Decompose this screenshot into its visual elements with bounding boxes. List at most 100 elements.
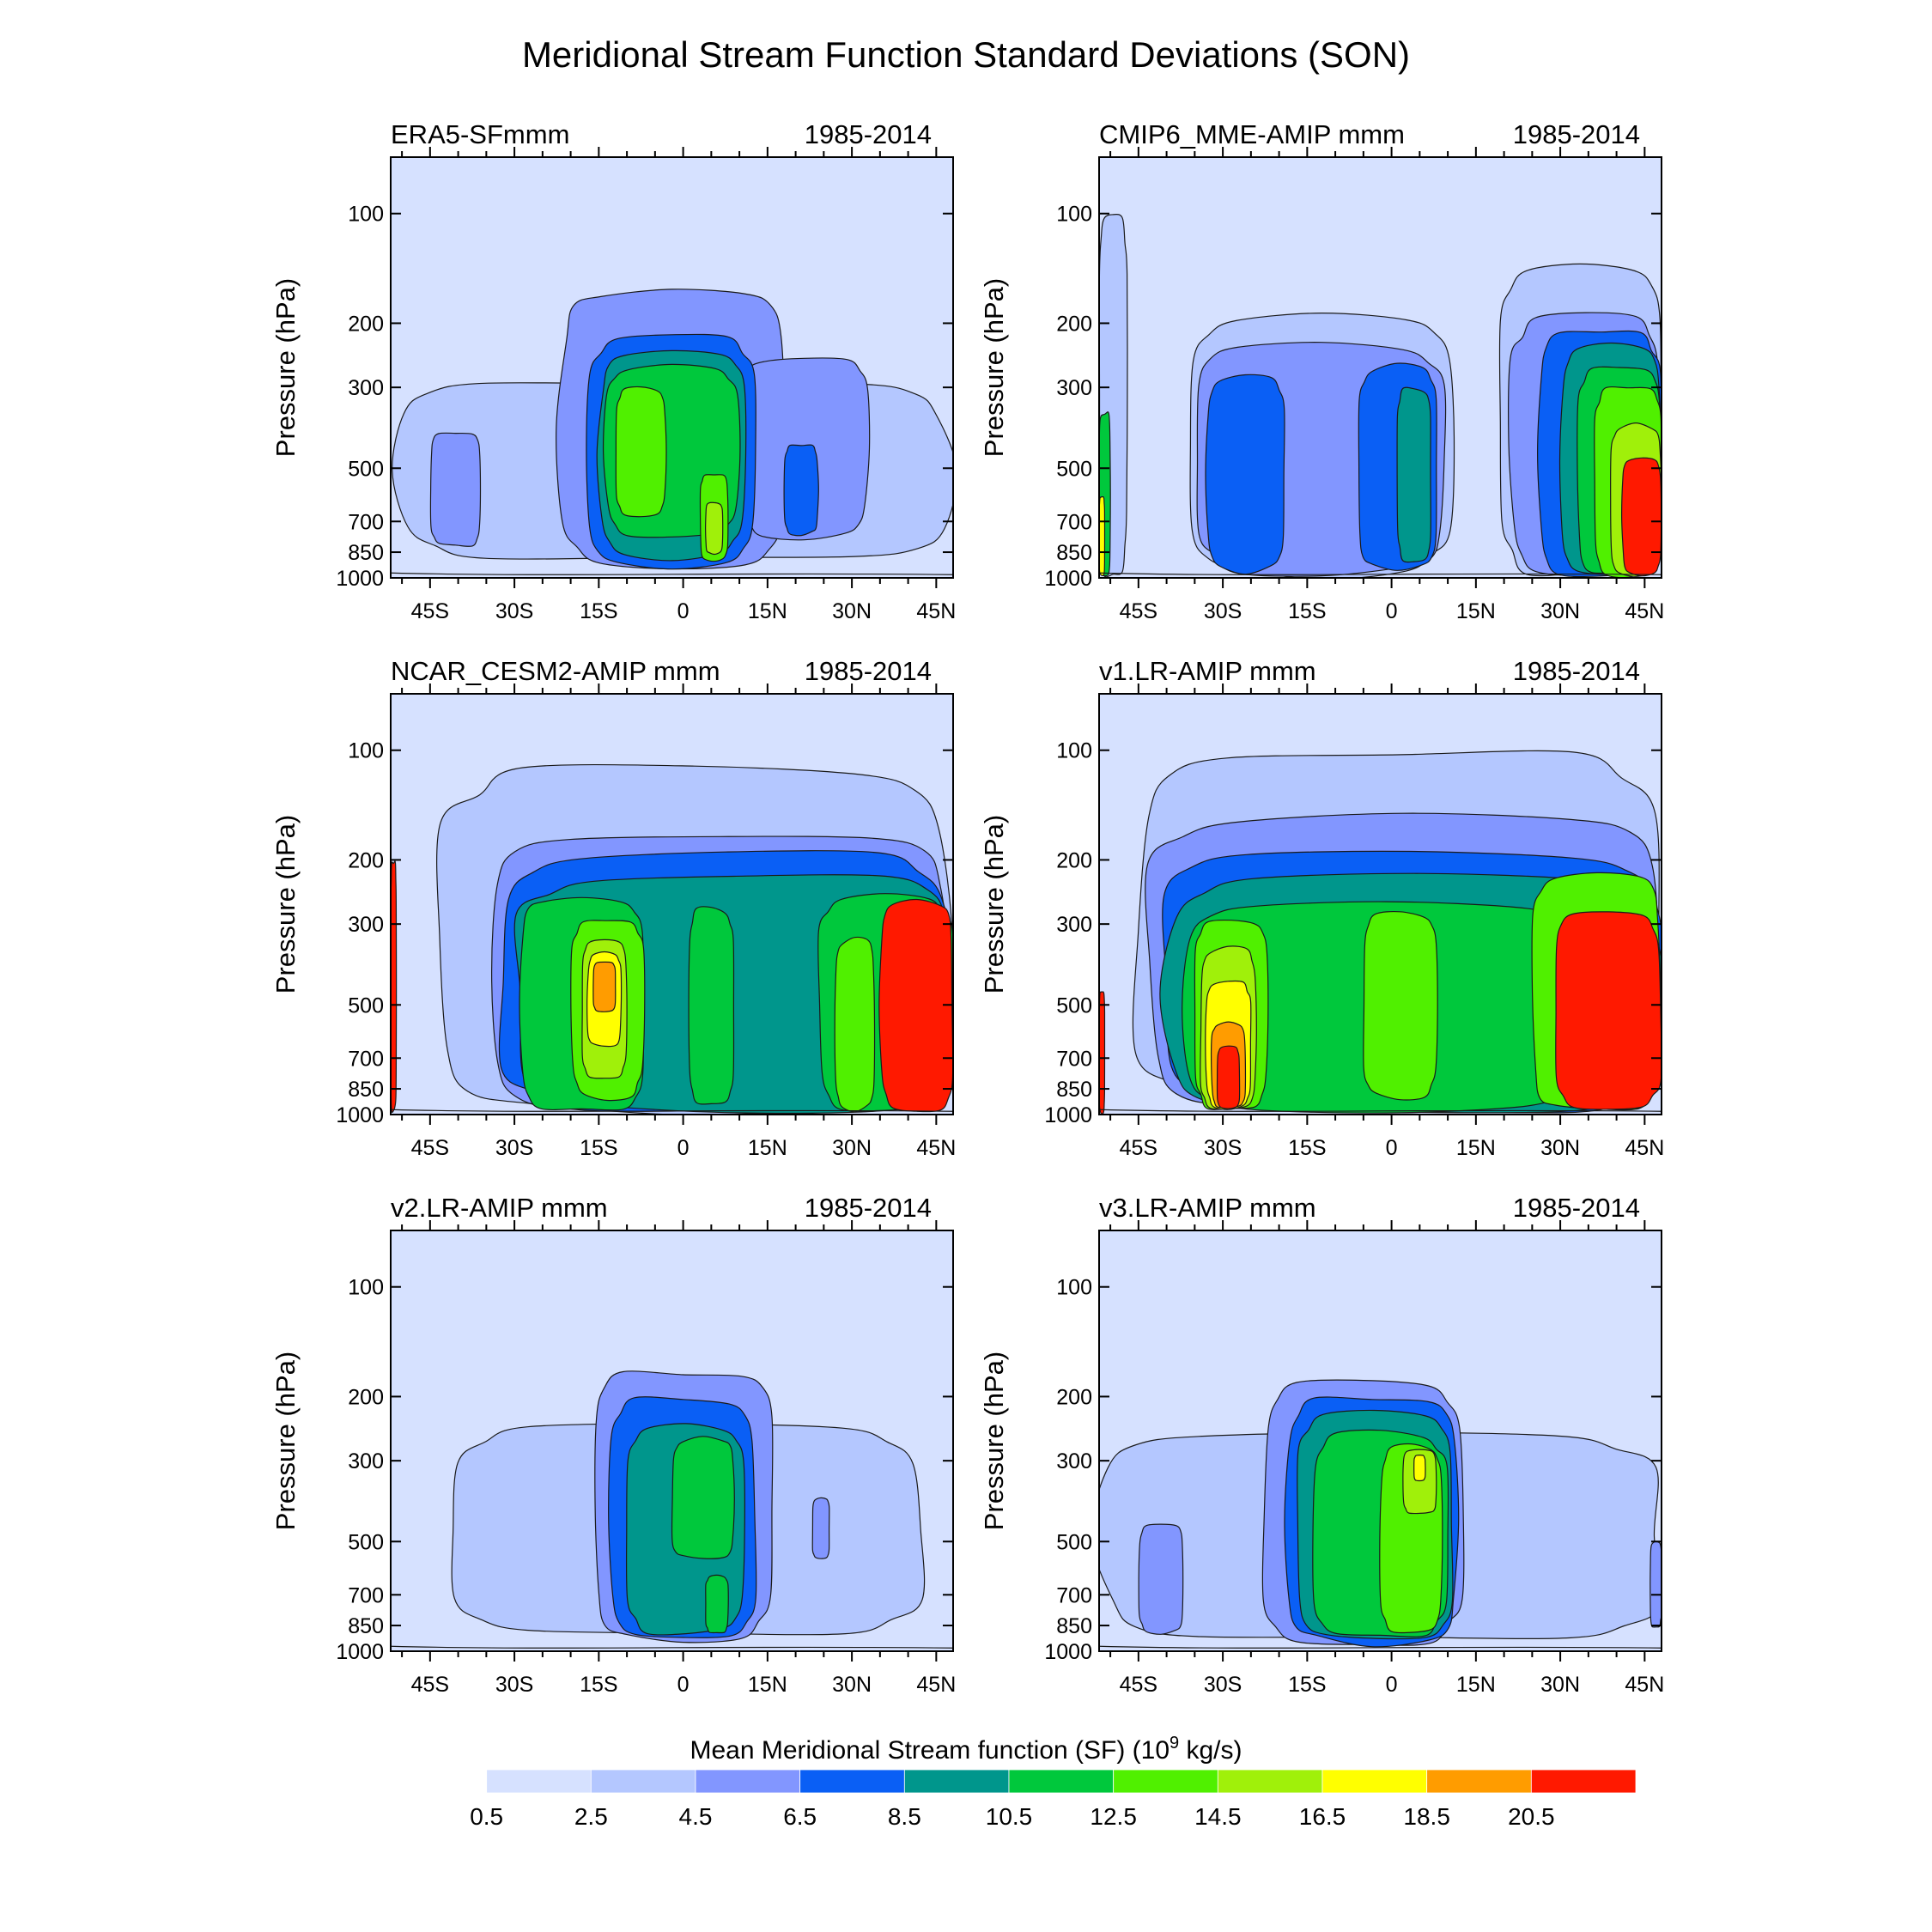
colorbar-box bbox=[695, 1769, 801, 1794]
contour-region bbox=[1402, 1449, 1437, 1515]
y-tick-label: 700 bbox=[1056, 1047, 1092, 1071]
y-tick-label: 850 bbox=[348, 1614, 384, 1638]
colorbar-box bbox=[799, 1769, 905, 1794]
y-axis-label: Pressure (hPa) bbox=[270, 815, 301, 993]
x-tick-label: 30N bbox=[832, 1136, 872, 1160]
colorbar: Mean Meridional Stream function (SF) (10… bbox=[381, 1734, 1637, 1830]
plot-frame bbox=[1098, 156, 1662, 579]
colorbar-title-main: Mean Meridional Stream function (SF) (10 bbox=[690, 1736, 1170, 1765]
plot-frame bbox=[390, 693, 954, 1115]
y-tick-label: 850 bbox=[348, 541, 384, 565]
x-tick-label: 15N bbox=[748, 1136, 787, 1160]
x-tick-label: 30S bbox=[495, 1136, 533, 1160]
contour-line-surface bbox=[391, 572, 953, 575]
y-tick-label: 850 bbox=[1056, 1078, 1092, 1102]
contour-region bbox=[783, 444, 819, 537]
x-tick-label: 30N bbox=[1540, 599, 1580, 623]
x-tick-label: 30S bbox=[1204, 599, 1242, 623]
panel-period: 1985-2014 bbox=[805, 656, 932, 686]
x-tick-label: 45N bbox=[916, 1673, 956, 1697]
x-tick-label: 15S bbox=[1288, 1673, 1326, 1697]
contour-top-band bbox=[391, 1230, 953, 1250]
colorbar-tick-label: 14.5 bbox=[1194, 1803, 1242, 1830]
x-tick-label: 30N bbox=[832, 1673, 872, 1697]
contour-region bbox=[878, 898, 953, 1113]
panel-title: v1.LR-AMIP mmm bbox=[1099, 656, 1316, 686]
plot-frame bbox=[1098, 1230, 1662, 1652]
y-tick-label: 100 bbox=[1056, 739, 1092, 763]
contour-line-surface bbox=[1099, 572, 1662, 575]
x-tick-label: 45N bbox=[1625, 1136, 1664, 1160]
y-tick-label: 100 bbox=[1056, 203, 1092, 227]
x-tick-label: 30S bbox=[1204, 1136, 1242, 1160]
panels: ERA5-SFmmm 1985-2014100200300500700850100… bbox=[270, 119, 1664, 1697]
y-tick-label: 200 bbox=[348, 312, 384, 336]
y-tick-label: 700 bbox=[1056, 510, 1092, 534]
x-tick-label: 30S bbox=[495, 1673, 533, 1697]
colorbar-tick-label: 16.5 bbox=[1299, 1803, 1346, 1830]
panel-title: NCAR_CESM2-AMIP mmm bbox=[391, 656, 720, 686]
y-tick-label: 200 bbox=[348, 848, 384, 872]
contour-field bbox=[1099, 694, 1662, 1115]
colorbar-box bbox=[1217, 1769, 1323, 1794]
colorbar-title-unit: kg/s) bbox=[1179, 1736, 1242, 1765]
contour-region bbox=[1396, 386, 1431, 563]
x-tick-label: 15N bbox=[1456, 1136, 1496, 1160]
y-tick-label: 700 bbox=[1056, 1583, 1092, 1607]
y-tick-label: 850 bbox=[1056, 541, 1092, 565]
contour-top-band bbox=[391, 694, 953, 714]
contour-region bbox=[1363, 910, 1438, 1101]
contour-top-band bbox=[1099, 694, 1662, 714]
panel-period: 1985-2014 bbox=[1513, 119, 1640, 149]
y-tick-label: 1000 bbox=[1044, 567, 1092, 591]
y-tick-label: 700 bbox=[348, 510, 384, 534]
x-tick-label: 0 bbox=[1386, 1136, 1398, 1160]
x-tick-label: 15N bbox=[1456, 599, 1496, 623]
y-tick-label: 300 bbox=[1056, 376, 1092, 400]
panel-2: CMIP6_MME-AMIP mmm 1985-2014 100 200 300 500 7… bbox=[979, 119, 1664, 623]
panel-title: CMIP6_MME-AMIP mmm bbox=[1099, 119, 1405, 149]
colorbar-box bbox=[486, 1769, 592, 1794]
y-tick-label: 100 bbox=[348, 203, 384, 227]
colorbar-box bbox=[1008, 1769, 1115, 1794]
plot-frame bbox=[390, 1230, 954, 1652]
y-tick-label: 200 bbox=[1056, 312, 1092, 336]
y-tick-label: 850 bbox=[1056, 1614, 1092, 1638]
x-tick-label: 30N bbox=[832, 599, 872, 623]
contour-region bbox=[1620, 457, 1662, 577]
x-tick-label: 30S bbox=[495, 599, 533, 623]
x-tick-label: 15S bbox=[580, 1673, 617, 1697]
colorbar-box bbox=[903, 1769, 1010, 1794]
contour-region bbox=[1099, 495, 1106, 576]
contour-line-surface bbox=[391, 1109, 953, 1112]
x-tick-label: 45S bbox=[411, 599, 449, 623]
x-tick-label: 15S bbox=[1288, 599, 1326, 623]
x-tick-label: 15N bbox=[1456, 1673, 1496, 1697]
panel-5: v2.LR-AMIP mmm 1985-2014 100 200 300 500 700 85… bbox=[270, 1193, 956, 1697]
contour-region bbox=[705, 1574, 729, 1634]
x-tick-label: 45N bbox=[916, 599, 956, 623]
y-tick-label: 300 bbox=[348, 376, 384, 400]
colorbar-tick-label: 0.5 bbox=[470, 1803, 503, 1830]
x-tick-label: 0 bbox=[677, 1136, 690, 1160]
y-tick-label: 500 bbox=[348, 457, 384, 481]
y-tick-label: 500 bbox=[1056, 457, 1092, 481]
contour-line-surface bbox=[1099, 1645, 1662, 1649]
x-tick-label: 45N bbox=[1625, 1673, 1664, 1697]
x-tick-label: 45S bbox=[411, 1673, 449, 1697]
colorbar-ticks: 0.5 2.5 4.5 6.5 8.5 10.5 12.5 14.5 16.5 18.5 20.5 bbox=[470, 1803, 1554, 1830]
colorbar-box bbox=[1113, 1769, 1218, 1794]
colorbar-box bbox=[1321, 1769, 1428, 1794]
y-tick-label: 1000 bbox=[336, 567, 384, 591]
panel-4: v1.LR-AMIP mmm 1985-2014 100 200 300 500 700 85… bbox=[979, 656, 1664, 1160]
contour-region bbox=[1205, 374, 1285, 575]
contour-region bbox=[592, 961, 617, 1012]
plot-frame bbox=[390, 156, 954, 579]
x-tick-label: 45N bbox=[916, 1136, 956, 1160]
y-tick-label: 1000 bbox=[1044, 1103, 1092, 1127]
contour-field bbox=[391, 157, 953, 578]
x-tick-label: 30S bbox=[1204, 1673, 1242, 1697]
y-tick-label: 300 bbox=[1056, 1449, 1092, 1473]
x-tick-label: 15N bbox=[748, 1673, 787, 1697]
y-tick-label: 500 bbox=[1056, 1530, 1092, 1554]
